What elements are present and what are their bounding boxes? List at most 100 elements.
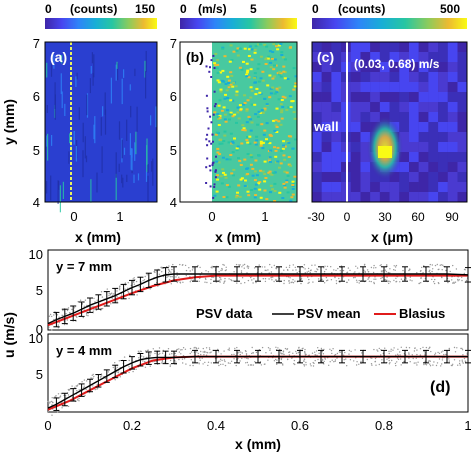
psv-data-point-top	[434, 264, 437, 267]
heatmap-b-speckle	[219, 71, 222, 74]
psv-data-point-top	[179, 281, 181, 283]
psv-data-point-bottom	[146, 349, 149, 352]
heatmap-b-speckle	[291, 147, 295, 150]
heatmap-c-cell	[409, 62, 419, 72]
psv-data-point-bottom	[259, 361, 262, 363]
psv-data-point-top	[335, 280, 338, 282]
psv-data-point-bottom	[231, 353, 233, 356]
psv-data-point-top	[240, 271, 243, 274]
heatmap-a-streak	[104, 92, 106, 115]
heatmap-b-speckle	[230, 172, 234, 175]
x-axis-label-d: x (mm)	[235, 436, 281, 452]
heatmap-c-cell	[389, 72, 400, 82]
psv-data-point-top	[420, 282, 422, 284]
psv-data-point-bottom	[220, 353, 222, 355]
heatmap-b-speckle	[275, 87, 279, 90]
heatmap-b-speckle	[220, 142, 224, 145]
psv-data-point-bottom	[202, 351, 204, 353]
psv-data-point-bottom	[428, 347, 430, 350]
heatmap-b-speckle	[270, 57, 274, 60]
heatmap-b-speckle	[293, 175, 297, 178]
psv-data-point-bottom	[334, 360, 336, 362]
heatmap-b-speckle	[236, 191, 239, 194]
psv-data-point-top	[247, 267, 249, 269]
y-tick-b-6: 6	[170, 89, 177, 104]
psv-data-point-bottom	[90, 377, 92, 379]
heatmap-c-cell	[428, 42, 439, 52]
psv-data-point-top	[304, 268, 306, 270]
psv-data-point-bottom	[161, 362, 163, 364]
heatmap-b-speckle	[274, 64, 278, 67]
psv-data-point-bottom	[183, 358, 186, 360]
psv-data-point-bottom	[276, 363, 278, 365]
heatmap-b-speckle	[283, 96, 287, 99]
heatmap-a-streak	[78, 107, 80, 120]
psv-data-point-bottom	[317, 347, 319, 349]
heatmap-c-cell	[457, 62, 468, 72]
heatmap-c-cell	[409, 92, 419, 102]
psv-data-point-bottom	[434, 354, 436, 356]
psv-data-point-top	[188, 267, 190, 269]
psv-data-point-bottom	[360, 360, 362, 363]
psv-data-point-top	[289, 264, 291, 267]
heatmap-b-edge-speckle	[214, 169, 217, 172]
heatmap-c-cell	[447, 172, 458, 182]
heatmap-b-speckle	[258, 188, 262, 191]
heatmap-b-speckle	[258, 43, 262, 46]
psv-data-point-bottom	[207, 361, 210, 363]
psv-data-point-bottom	[233, 358, 235, 360]
psv-data-point-bottom	[221, 359, 223, 362]
heatmap-a-streak	[94, 116, 96, 144]
psv-data-point-bottom	[118, 370, 120, 372]
legend-psv-mean: PSV mean	[297, 306, 361, 321]
heatmap-b-speckle	[223, 97, 227, 100]
heatmap-b-speckle	[239, 178, 243, 181]
heatmap-c-cell	[379, 192, 390, 202]
psv-data-point-bottom	[180, 353, 182, 355]
heatmap-b-speckle	[274, 119, 278, 122]
psv-data-point-bottom	[178, 358, 180, 361]
psv-mean-line-top	[47, 273, 469, 325]
heatmap-c-cell	[341, 62, 351, 72]
psv-data-point-bottom	[104, 377, 107, 380]
psv-data-point-top	[402, 269, 404, 272]
psv-data-point-top	[154, 271, 156, 274]
heatmap-b-speckle	[274, 124, 278, 127]
heatmap-b-edge-speckle	[214, 176, 217, 179]
psv-data-point-top	[453, 282, 455, 284]
heatmap-b-speckle	[221, 168, 225, 171]
heatmap-b-speckle	[219, 88, 223, 91]
psv-data-point-bottom	[128, 371, 130, 374]
psv-data-point-bottom	[92, 377, 94, 379]
heatmap-c-cell	[331, 152, 342, 162]
psv-data-point-top	[94, 301, 96, 303]
heatmap-b-speckle	[269, 92, 273, 95]
heatmap-b-edge-speckle	[205, 65, 208, 68]
heatmap-c-cell	[447, 112, 458, 122]
heatmap-b-speckle	[256, 115, 260, 118]
psv-data-point-bottom	[358, 363, 360, 365]
heatmap-b-speckle	[279, 43, 283, 45]
heatmap-b-speckle	[235, 147, 239, 150]
psv-data-point-bottom	[312, 365, 315, 367]
panel-a-label: (a)	[50, 49, 67, 65]
heatmap-b-speckle	[268, 142, 272, 145]
heatmap-c-cell	[457, 172, 468, 182]
psv-data-point-bottom	[415, 357, 417, 359]
psv-data-point-top	[388, 282, 390, 285]
heatmap-c-cell	[418, 122, 429, 132]
psv-data-point-bottom	[112, 366, 115, 369]
heatmap-c-cell	[341, 72, 351, 82]
psv-data-point-bottom	[376, 349, 378, 351]
heatmap-b-edge-speckle	[206, 157, 209, 160]
heatmap-b-speckle	[213, 111, 217, 114]
heatmap-c-cell	[379, 72, 390, 82]
psv-data-point-bottom	[273, 360, 276, 362]
psv-data-point-bottom	[456, 347, 458, 349]
heatmap-b-speckle	[253, 196, 257, 199]
psv-data-point-bottom	[116, 371, 118, 373]
heatmap-b-speckle	[214, 52, 218, 55]
psv-data-point-bottom	[413, 362, 415, 364]
psv-data-point-top	[323, 282, 326, 284]
psv-data-point-bottom	[201, 357, 203, 359]
